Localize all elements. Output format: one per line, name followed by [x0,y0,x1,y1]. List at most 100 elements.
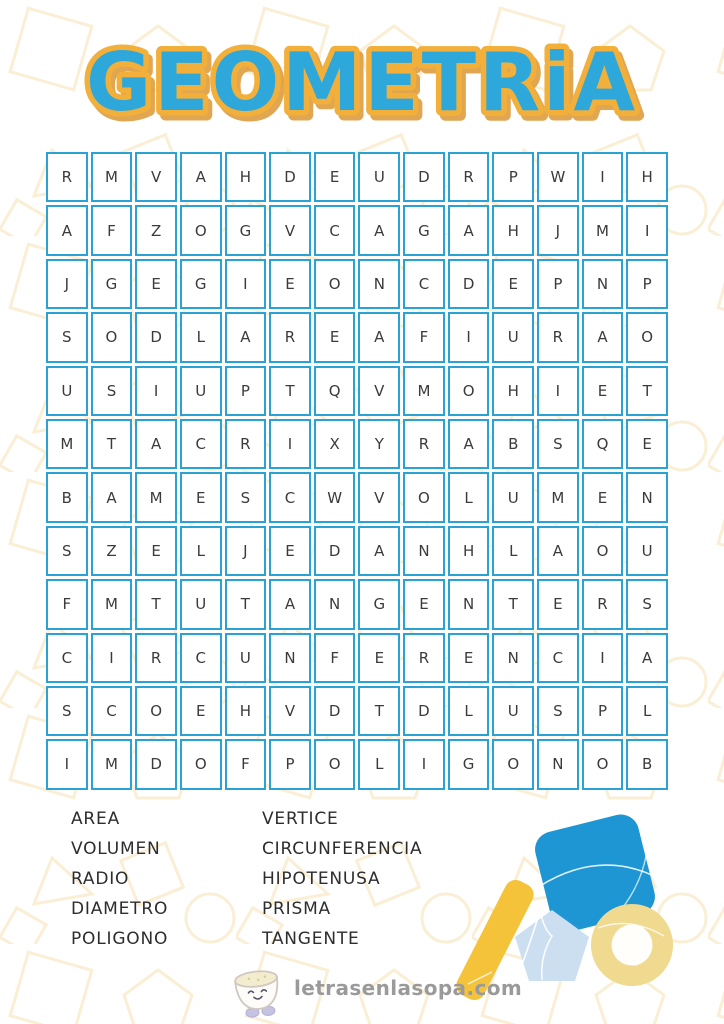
grid-cell[interactable]: D [135,739,177,790]
grid-cell[interactable]: E [403,579,445,630]
grid-cell[interactable]: L [492,525,535,577]
grid-cell[interactable]: G [403,205,445,256]
grid-cell[interactable]: E [581,365,624,416]
grid-cell[interactable]: I [581,152,624,203]
grid-cell[interactable]: Q [581,418,624,470]
grid-cell[interactable]: N [537,739,579,790]
grid-cell[interactable]: L [447,685,490,737]
grid-cell[interactable]: A [358,525,401,577]
grid-cell[interactable]: M [90,739,133,790]
grid-cell[interactable]: D [135,312,177,363]
grid-cell[interactable]: U [46,365,88,416]
grid-cell[interactable]: M [90,152,133,203]
grid-cell[interactable]: N [358,258,401,310]
grid-cell[interactable]: D [313,685,356,737]
grid-cell[interactable]: Z [90,525,133,577]
grid-cell[interactable]: O [179,205,222,256]
grid-cell[interactable]: T [224,579,267,630]
grid-cell[interactable]: C [90,685,133,737]
grid-cell[interactable]: E [626,418,668,470]
grid-cell[interactable]: N [403,525,445,577]
grid-cell[interactable]: M [46,418,88,470]
grid-cell[interactable]: V [269,685,311,737]
grid-cell[interactable]: M [537,472,579,523]
grid-cell[interactable]: A [90,472,133,523]
grid-cell[interactable]: O [90,312,133,363]
grid-cell[interactable]: A [447,205,490,256]
grid-cell[interactable]: I [447,312,490,363]
grid-cell[interactable]: D [403,685,445,737]
grid-cell[interactable]: T [492,579,535,630]
grid-cell[interactable]: N [581,258,624,310]
grid-cell[interactable]: U [179,365,222,416]
grid-cell[interactable]: F [46,579,88,630]
grid-cell[interactable]: E [358,632,401,683]
grid-cell[interactable]: A [179,152,222,203]
grid-cell[interactable]: O [581,739,624,790]
grid-cell[interactable]: B [492,418,535,470]
grid-cell[interactable]: T [90,418,133,470]
grid-cell[interactable]: I [581,632,624,683]
grid-cell[interactable]: I [537,365,579,416]
grid-cell[interactable]: T [626,365,668,416]
grid-cell[interactable]: R [581,579,624,630]
grid-cell[interactable]: P [224,365,267,416]
grid-cell[interactable]: U [224,632,267,683]
grid-cell[interactable]: D [313,525,356,577]
grid-cell[interactable]: R [135,632,177,683]
grid-cell[interactable]: O [447,365,490,416]
grid-cell[interactable]: S [46,685,88,737]
grid-cell[interactable]: R [269,312,311,363]
grid-cell[interactable]: G [358,579,401,630]
grid-cell[interactable]: N [626,472,668,523]
grid-cell[interactable]: A [537,525,579,577]
grid-cell[interactable]: P [626,258,668,310]
grid-cell[interactable]: E [313,152,356,203]
grid-cell[interactable]: E [313,312,356,363]
grid-cell[interactable]: A [626,632,668,683]
grid-cell[interactable]: N [492,632,535,683]
grid-cell[interactable]: J [224,525,267,577]
grid-cell[interactable]: I [135,365,177,416]
grid-cell[interactable]: E [537,579,579,630]
grid-cell[interactable]: Q [313,365,356,416]
grid-cell[interactable]: D [269,152,311,203]
grid-cell[interactable]: I [90,632,133,683]
grid-cell[interactable]: B [626,739,668,790]
grid-cell[interactable]: S [90,365,133,416]
grid-cell[interactable]: O [135,685,177,737]
grid-cell[interactable]: J [537,205,579,256]
grid-cell[interactable]: I [269,418,311,470]
grid-cell[interactable]: V [358,365,401,416]
grid-cell[interactable]: E [135,525,177,577]
grid-cell[interactable]: G [224,205,267,256]
grid-cell[interactable]: A [358,205,401,256]
grid-cell[interactable]: R [537,312,579,363]
grid-cell[interactable]: N [313,579,356,630]
grid-cell[interactable]: V [135,152,177,203]
grid-cell[interactable]: G [447,739,490,790]
grid-cell[interactable]: I [46,739,88,790]
grid-cell[interactable]: R [447,152,490,203]
grid-cell[interactable]: R [403,418,445,470]
grid-cell[interactable]: N [447,579,490,630]
grid-cell[interactable]: M [403,365,445,416]
grid-cell[interactable]: T [269,365,311,416]
grid-cell[interactable]: F [224,739,267,790]
grid-cell[interactable]: P [269,739,311,790]
grid-cell[interactable]: E [447,632,490,683]
grid-cell[interactable]: Y [358,418,401,470]
grid-cell[interactable]: M [135,472,177,523]
grid-cell[interactable]: O [313,739,356,790]
grid-cell[interactable]: M [581,205,624,256]
grid-cell[interactable]: F [90,205,133,256]
grid-cell[interactable]: A [358,312,401,363]
grid-cell[interactable]: O [403,472,445,523]
grid-cell[interactable]: E [179,472,222,523]
grid-cell[interactable]: H [492,205,535,256]
grid-cell[interactable]: D [447,258,490,310]
grid-cell[interactable]: L [626,685,668,737]
grid-cell[interactable]: O [626,312,668,363]
grid-cell[interactable]: L [358,739,401,790]
grid-cell[interactable]: S [224,472,267,523]
